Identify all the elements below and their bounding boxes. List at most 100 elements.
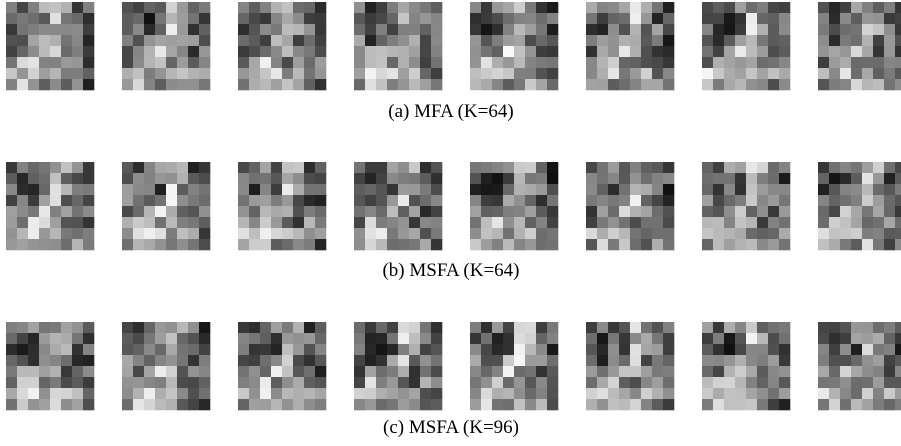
pixel — [365, 79, 376, 90]
pixel — [122, 355, 133, 366]
pixel — [387, 68, 398, 79]
pixel — [641, 355, 652, 366]
pixel — [177, 228, 188, 239]
pixel — [304, 388, 315, 399]
pixel — [652, 35, 663, 46]
pixel — [895, 35, 901, 46]
pixel — [315, 46, 326, 57]
pixel — [28, 35, 39, 46]
pixel — [122, 2, 133, 13]
pixel — [862, 399, 873, 410]
pixel — [155, 68, 166, 79]
pixel — [525, 228, 536, 239]
pixel — [652, 13, 663, 24]
pixel — [757, 322, 768, 333]
pixel — [50, 68, 61, 79]
pixel — [420, 388, 431, 399]
pixel — [398, 377, 409, 388]
pixel — [630, 68, 641, 79]
pixel — [619, 377, 630, 388]
pixel — [420, 2, 431, 13]
pixel — [608, 366, 619, 377]
pixel — [144, 344, 155, 355]
pixel — [6, 24, 17, 35]
pixel — [315, 217, 326, 228]
pixel — [199, 184, 210, 195]
pixel — [238, 57, 249, 68]
pixel — [713, 57, 724, 68]
pixel — [829, 195, 840, 206]
pixel — [525, 46, 536, 57]
pixel — [492, 195, 503, 206]
pixel — [702, 184, 713, 195]
pixel — [17, 217, 28, 228]
pixel — [177, 206, 188, 217]
pixel — [420, 239, 431, 250]
pixel — [818, 13, 829, 24]
pixel — [514, 366, 525, 377]
pixel — [503, 68, 514, 79]
pixel — [895, 13, 901, 24]
pixel — [757, 355, 768, 366]
pixel — [6, 355, 17, 366]
pixel — [166, 24, 177, 35]
pixel — [387, 388, 398, 399]
pixel — [122, 377, 133, 388]
pixel — [536, 355, 547, 366]
pixel — [387, 46, 398, 57]
pixel — [873, 228, 884, 239]
pixel — [387, 24, 398, 35]
pixel — [354, 366, 365, 377]
pixel — [387, 173, 398, 184]
pixel — [779, 184, 790, 195]
pixel — [28, 57, 39, 68]
pixel — [735, 68, 746, 79]
pixel — [398, 366, 409, 377]
pixel — [155, 2, 166, 13]
pixel — [840, 366, 851, 377]
pixel — [779, 195, 790, 206]
pixel — [586, 377, 597, 388]
pixel — [492, 184, 503, 195]
pixel — [641, 24, 652, 35]
pixel — [862, 195, 873, 206]
pixel — [735, 162, 746, 173]
pixel — [315, 35, 326, 46]
pixel — [238, 35, 249, 46]
pixel — [282, 239, 293, 250]
pixel — [641, 217, 652, 228]
pixel — [586, 79, 597, 90]
pixel — [376, 344, 387, 355]
pixel — [829, 377, 840, 388]
pixel — [431, 57, 442, 68]
pixel — [586, 13, 597, 24]
pixel — [630, 388, 641, 399]
pixel — [492, 322, 503, 333]
pixel — [260, 322, 271, 333]
pixel — [177, 68, 188, 79]
pixel — [873, 366, 884, 377]
pixel — [83, 24, 94, 35]
pixel — [840, 2, 851, 13]
pixel — [72, 333, 83, 344]
pixel — [873, 184, 884, 195]
pixel — [155, 184, 166, 195]
pixel — [293, 388, 304, 399]
pixel — [862, 366, 873, 377]
pixel — [597, 217, 608, 228]
pixel — [818, 388, 829, 399]
pixel — [39, 79, 50, 90]
pixel — [50, 184, 61, 195]
pixel — [365, 333, 376, 344]
pixel — [144, 24, 155, 35]
pixel — [619, 239, 630, 250]
pixel — [122, 239, 133, 250]
pixel — [840, 388, 851, 399]
filter-image — [6, 322, 94, 410]
pixel — [177, 162, 188, 173]
pixel — [630, 344, 641, 355]
pixel — [315, 239, 326, 250]
pixel — [387, 344, 398, 355]
pixel — [503, 46, 514, 57]
pixel — [757, 239, 768, 250]
